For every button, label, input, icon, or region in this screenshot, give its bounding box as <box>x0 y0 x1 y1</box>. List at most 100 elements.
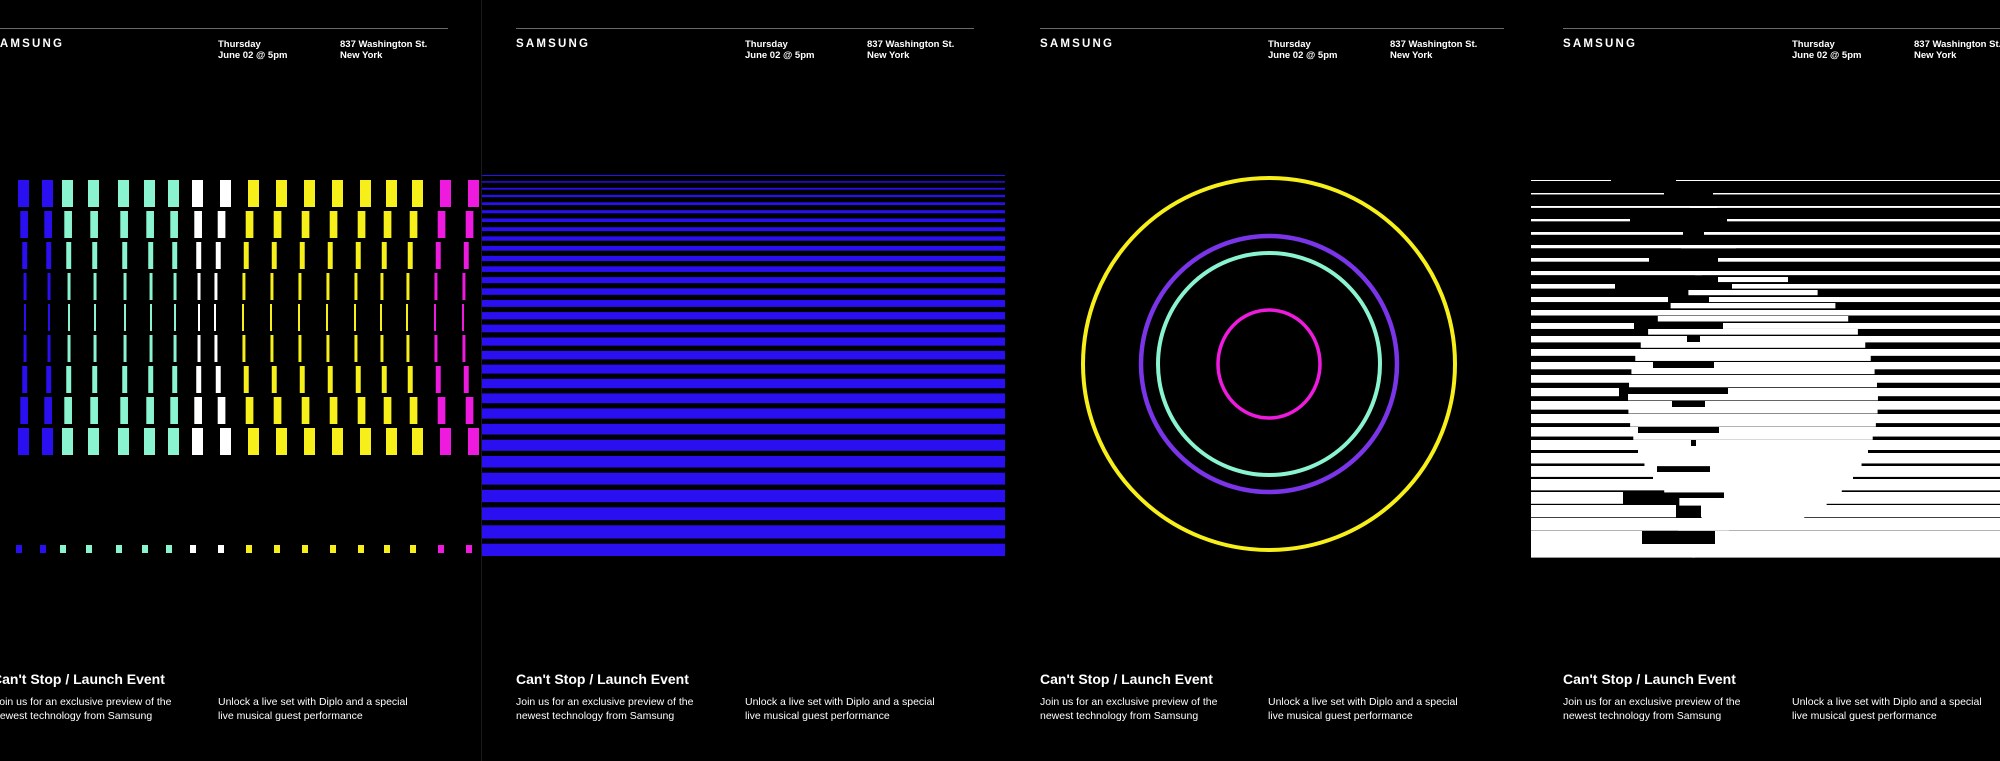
event-address: 837 Washington St. New York <box>867 39 954 61</box>
horizontal-line <box>1695 271 2000 276</box>
event-address: 837 Washington St. New York <box>1914 39 2000 61</box>
vertical-bar <box>148 366 154 393</box>
horizontal-line <box>1728 388 2000 397</box>
performance-line-2: live musical guest performance <box>1792 710 1937 722</box>
sphere-stripe <box>1653 472 1853 480</box>
vertical-bar <box>434 304 436 331</box>
date-time: June 02 @ 5pm <box>745 50 815 61</box>
header-rule <box>1040 28 1504 29</box>
event-title: Can't Stop / Launch Event <box>0 671 165 687</box>
sphere-stripe <box>1664 485 1842 493</box>
vertical-bar <box>64 397 72 424</box>
sphere-stripe <box>1648 329 1858 335</box>
vertical-bar <box>437 397 446 424</box>
description-line-1: Join us for an exclusive preview of the <box>0 696 172 708</box>
vertical-bar <box>438 545 444 553</box>
samsung-logo: SAMSUNG <box>1563 38 1638 50</box>
vertical-bar <box>93 273 97 300</box>
sphere-stripe <box>1633 433 1873 440</box>
description-line-1: Join us for an exclusive preview of the <box>1040 696 1218 708</box>
horizontal-line <box>1531 219 1630 222</box>
horizontal-line <box>1690 206 2000 208</box>
horizontal-line <box>1531 414 1725 424</box>
description-line-2: newest technology from Samsung <box>1040 710 1199 722</box>
vertical-bar <box>242 273 246 300</box>
vertical-bar <box>329 397 338 424</box>
address-city: New York <box>1390 50 1433 61</box>
vertical-bar <box>246 545 252 553</box>
horizontal-line <box>1531 297 1668 303</box>
vertical-bar <box>198 304 200 331</box>
horizontal-line <box>1531 362 1653 370</box>
vertical-bar <box>142 545 148 553</box>
vertical-bar <box>384 545 390 553</box>
address-street: 837 Washington St. <box>1914 39 2000 50</box>
vertical-bar <box>462 304 464 331</box>
vertical-bar <box>20 211 28 238</box>
date-day: Thursday <box>1268 39 1311 50</box>
event-description: Join us for an exclusive preview of the … <box>1040 695 1217 723</box>
vertical-bar <box>68 304 70 331</box>
vertical-bar <box>242 304 244 331</box>
vertical-bar <box>465 211 474 238</box>
horizontal-stripe <box>482 378 1005 389</box>
horizontal-stripe <box>482 364 1005 374</box>
vertical-bar <box>380 273 384 300</box>
vertical-bar <box>274 545 280 553</box>
horizontal-stripe <box>482 507 1005 521</box>
description-line-2: newest technology from Samsung <box>516 710 675 722</box>
vertical-bar <box>42 428 53 455</box>
performance-line-2: live musical guest performance <box>218 710 363 722</box>
sphere-stripe <box>1628 394 1878 401</box>
horizontal-stripe <box>482 324 1005 333</box>
vertical-bar <box>214 304 216 331</box>
event-date: Thursday June 02 @ 5pm <box>1792 39 1861 61</box>
horizontal-line <box>1727 219 2000 222</box>
vertical-bar <box>120 211 128 238</box>
vertical-bar <box>271 366 277 393</box>
vertical-bar <box>194 211 202 238</box>
vertical-bar <box>380 304 382 331</box>
vertical-bar <box>304 428 315 455</box>
vertical-bar <box>406 304 408 331</box>
horizontal-stripe <box>482 181 1005 183</box>
horizontal-line <box>1531 310 1721 316</box>
vertical-bar <box>23 273 27 300</box>
vertical-bar <box>197 335 201 362</box>
horizontal-line <box>1531 258 1649 262</box>
vertical-bar <box>62 428 73 455</box>
vertical-bar <box>172 366 178 393</box>
date-day: Thursday <box>218 39 261 50</box>
event-date: Thursday June 02 @ 5pm <box>218 39 287 61</box>
horizontal-stripe <box>482 218 1005 223</box>
poster-divider <box>481 0 482 761</box>
vertical-bar <box>326 304 328 331</box>
vertical-bar <box>217 211 226 238</box>
horizontal-stripe <box>482 266 1005 272</box>
horizontal-line <box>1681 245 2000 249</box>
vertical-bar <box>214 335 218 362</box>
vertical-bar <box>298 304 300 331</box>
event-description: Join us for an exclusive preview of the … <box>0 695 171 723</box>
vertical-bar <box>271 242 277 269</box>
performance-line-2: live musical guest performance <box>1268 710 1413 722</box>
date-day: Thursday <box>745 39 788 50</box>
sphere-stripe <box>1631 368 1875 375</box>
horizontal-stripe <box>482 277 1005 284</box>
vertical-bar <box>118 180 129 207</box>
vertical-bar <box>355 242 361 269</box>
performance-description: Unlock a live set with Diplo and a speci… <box>745 695 935 723</box>
horizontal-line <box>1531 466 1657 477</box>
horizontal-line <box>1676 180 2000 181</box>
vertical-bar <box>90 397 98 424</box>
vertical-bar <box>409 211 418 238</box>
performance-description: Unlock a live set with Diplo and a speci… <box>1792 695 1982 723</box>
horizontal-line <box>1723 323 2000 329</box>
vertical-bar <box>360 180 371 207</box>
description-line-1: Join us for an exclusive preview of the <box>1563 696 1741 708</box>
horizontal-line <box>1531 531 1642 545</box>
horizontal-line <box>1531 193 1664 195</box>
vertical-bar <box>273 211 282 238</box>
vertical-bar <box>248 428 259 455</box>
performance-line-1: Unlock a live set with Diplo and a speci… <box>745 696 935 708</box>
